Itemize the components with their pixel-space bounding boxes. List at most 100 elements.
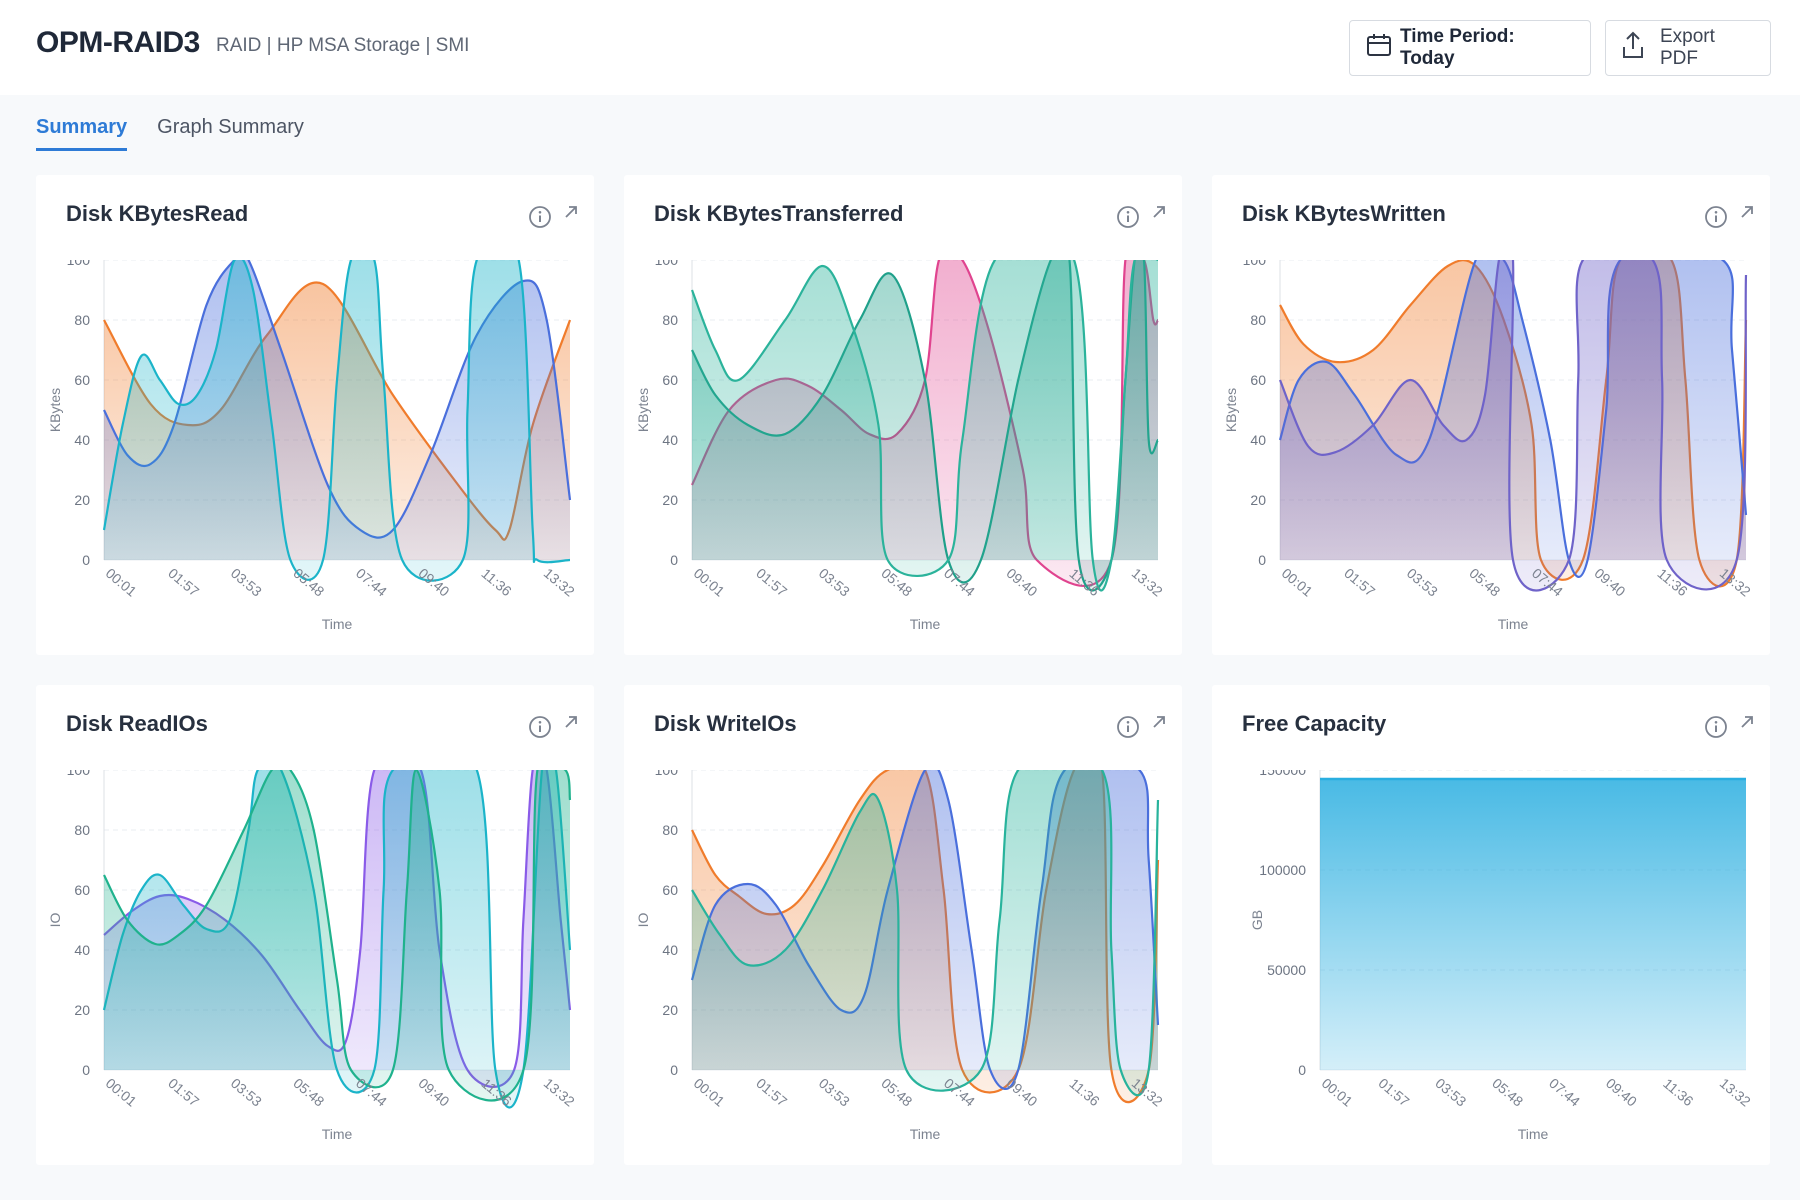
y-tick-label: 60 (662, 882, 678, 898)
y-tick-label: 60 (74, 372, 90, 388)
y-tick-label: 40 (662, 942, 678, 958)
time-period-button[interactable]: Time Period: Today (1349, 20, 1591, 76)
device-subtitle: RAID | HP MSA Storage | SMI (216, 35, 470, 56)
expand-icon[interactable] (1150, 203, 1168, 226)
series-area (692, 245, 1158, 591)
x-tick-label: 00:01 (1319, 1075, 1356, 1110)
x-tick-label: 01:57 (1341, 565, 1378, 600)
chart-plot: 020406080100KBytes00:0101:5703:5305:4807… (1212, 245, 1770, 632)
x-tick-label: 13:32 (1717, 1075, 1754, 1110)
y-tick-label: 20 (1250, 492, 1266, 508)
series-line (103, 755, 572, 1102)
x-tick-label: 03:53 (1404, 565, 1441, 600)
series-area (104, 245, 570, 581)
export-pdf-button[interactable]: Export PDF (1605, 20, 1771, 76)
card-title: Disk KBytesTransferred (654, 201, 904, 226)
disk-readios-card: Disk ReadIOs020406080100IO00:0101:5703:5… (36, 685, 594, 1165)
y-tick-label: 80 (1250, 312, 1266, 328)
x-tick-label: 09:40 (1004, 1075, 1041, 1110)
y-tick-label: 0 (670, 1062, 678, 1078)
calendar-icon (1366, 33, 1392, 63)
info-icon[interactable] (528, 715, 552, 744)
series-area (1280, 245, 1746, 591)
x-tick-label: 11:36 (1066, 1075, 1102, 1109)
chart-plot: 020406080100KBytes00:0101:5703:5305:4807… (36, 245, 594, 632)
plot-top-mask (1212, 245, 1770, 260)
expand-icon[interactable] (562, 713, 580, 736)
info-icon[interactable] (528, 205, 552, 234)
series-line (691, 755, 1160, 1097)
expand-icon[interactable] (562, 203, 580, 226)
y-tick-label: 40 (74, 432, 90, 448)
x-tick-label: 11:36 (478, 565, 514, 599)
x-tick-label: 05:48 (290, 1075, 327, 1110)
series-line (102, 755, 572, 1109)
x-tick-label: 09:40 (1592, 565, 1629, 600)
tab-graph-summary[interactable]: Graph Summary (157, 116, 304, 138)
card-title: Disk ReadIOs (66, 711, 208, 736)
x-axis-label: Time (322, 616, 353, 632)
x-axis-label: Time (1518, 1126, 1549, 1142)
y-tick-label: 60 (74, 882, 90, 898)
expand-icon[interactable] (1738, 713, 1756, 736)
y-tick-label: 80 (662, 312, 678, 328)
y-tick-label: 60 (1250, 372, 1266, 388)
info-icon[interactable] (1704, 205, 1728, 234)
card-title: Disk WriteIOs (654, 711, 797, 736)
series-line (690, 245, 1159, 592)
y-tick-label: 0 (1298, 1062, 1306, 1078)
x-tick-label: 09:40 (416, 1075, 453, 1110)
x-tick-label: 03:53 (228, 1075, 265, 1110)
x-axis-label: Time (322, 1126, 353, 1142)
y-axis-label: GB (1249, 910, 1265, 930)
x-tick-label: 09:40 (1603, 1075, 1640, 1110)
y-tick-label: 40 (662, 432, 678, 448)
y-tick-label: 40 (1250, 432, 1266, 448)
x-tick-label: 00:01 (691, 565, 728, 600)
y-tick-label: 80 (74, 312, 90, 328)
x-tick-label: 00:01 (691, 1075, 728, 1110)
series-area (104, 755, 570, 1101)
x-tick-label: 01:57 (1376, 1075, 1413, 1110)
x-tick-label: 01:57 (165, 1075, 202, 1110)
series-area (1320, 779, 1746, 1070)
y-tick-label: 0 (670, 552, 678, 568)
x-tick-label: 07:44 (353, 565, 390, 600)
y-axis-label: KBytes (635, 388, 651, 432)
plot-top-mask (624, 245, 1182, 260)
series-line (1278, 245, 1748, 592)
y-tick-label: 60 (662, 372, 678, 388)
y-axis-label: KBytes (47, 388, 63, 432)
tab-summary[interactable]: Summary (36, 116, 128, 151)
info-icon[interactable] (1116, 715, 1140, 744)
card-title: Disk KBytesWritten (1242, 201, 1446, 226)
y-tick-label: 100000 (1259, 862, 1306, 878)
chart-plot: 020406080100IO00:0101:5703:5305:4807:440… (36, 755, 594, 1142)
x-axis-label: Time (1498, 616, 1529, 632)
y-tick-label: 40 (74, 942, 90, 958)
expand-icon[interactable] (1150, 713, 1168, 736)
info-icon[interactable] (1704, 715, 1728, 744)
x-axis-label: Time (910, 616, 941, 632)
y-tick-label: 0 (82, 552, 90, 568)
y-tick-label: 20 (662, 1002, 678, 1018)
free-capacity-card: Free Capacity050000100000150000GB00:0101… (1212, 685, 1770, 1165)
x-tick-label: 03:53 (228, 565, 265, 600)
disk-kbytestransferred-card: Disk KBytesTransferred020406080100KBytes… (624, 175, 1182, 655)
x-tick-label: 03:53 (816, 565, 853, 600)
x-tick-label: 05:48 (1489, 1075, 1526, 1110)
y-tick-label: 20 (74, 492, 90, 508)
x-tick-label: 13:32 (1129, 565, 1166, 600)
expand-icon[interactable] (1738, 203, 1756, 226)
time-period-label: Time Period: Today (1400, 26, 1515, 69)
y-tick-label: 0 (82, 1062, 90, 1078)
x-tick-label: 05:48 (1466, 565, 1503, 600)
x-tick-label: 07:44 (1546, 1075, 1583, 1110)
info-icon[interactable] (1116, 205, 1140, 234)
x-tick-label: 03:53 (816, 1075, 853, 1110)
x-tick-label: 05:48 (878, 1075, 915, 1110)
y-tick-label: 80 (74, 822, 90, 838)
device-title: OPM-RAID3 (36, 26, 200, 59)
upload-icon (1622, 31, 1644, 65)
x-tick-label: 00:01 (103, 1075, 140, 1110)
